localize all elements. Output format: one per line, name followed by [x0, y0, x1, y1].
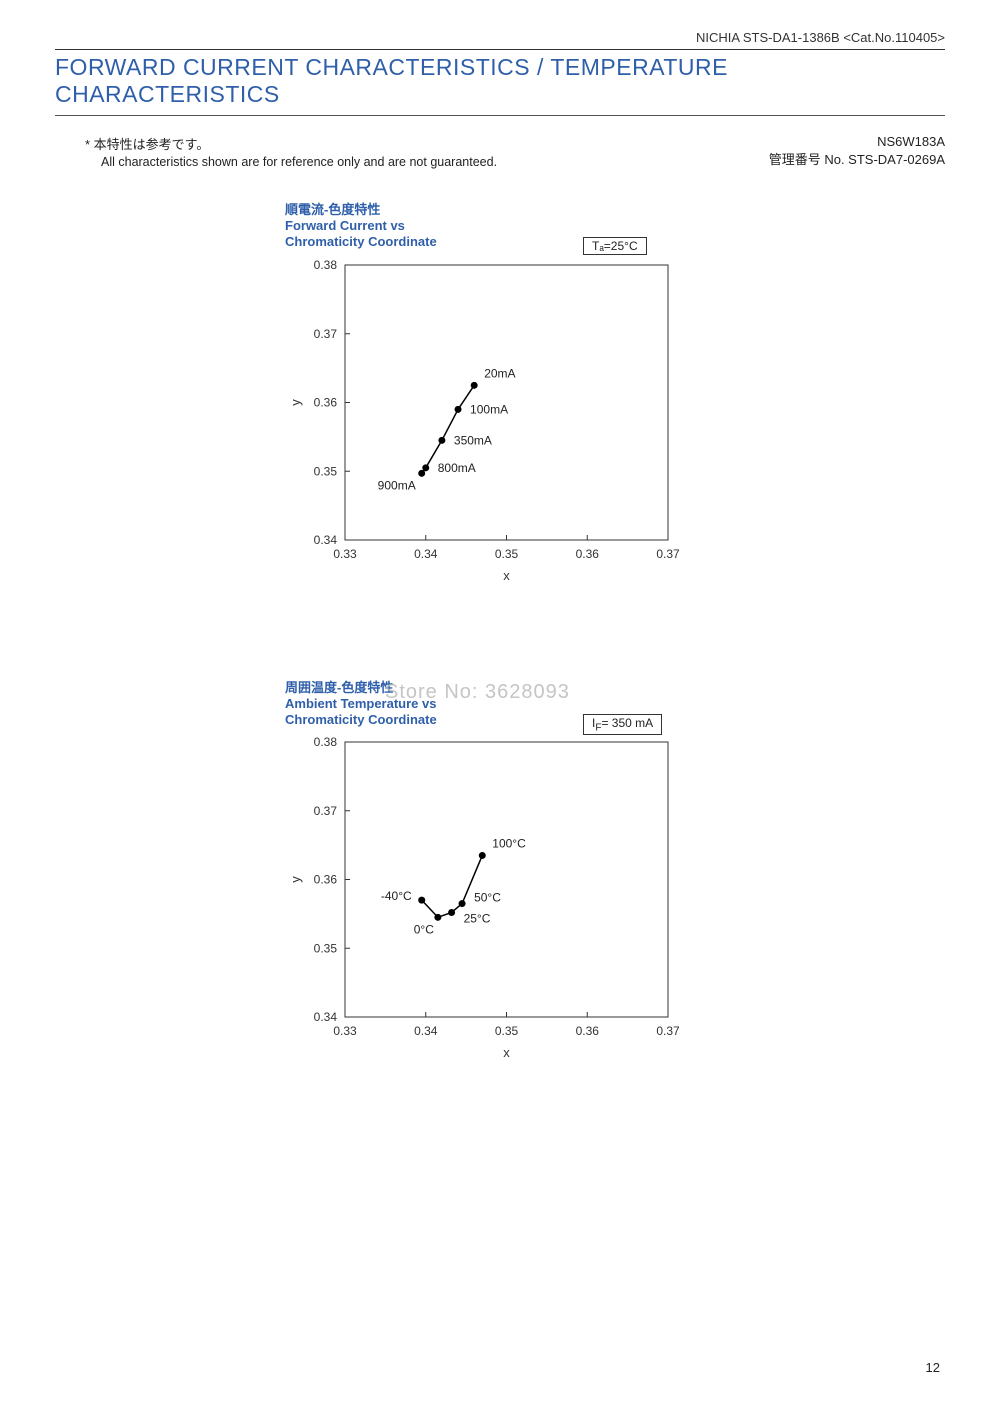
chart1-wrap: Tₐ=25°C 0.340.350.360.370.380.330.340.35…: [285, 257, 945, 597]
svg-text:100°C: 100°C: [492, 836, 526, 850]
chart1-badge: Tₐ=25°C: [583, 237, 647, 255]
chart2-title-en-l2: Chromaticity Coordinate: [285, 712, 437, 727]
control-number: 管理番号 No. STS-DA7-0269A: [769, 149, 945, 168]
svg-text:0.34: 0.34: [414, 1024, 438, 1038]
svg-text:y: y: [288, 876, 303, 883]
reference-row: * 本特性は参考です。 All characteristics shown ar…: [55, 134, 945, 169]
chart2-svg: 0.340.350.360.370.380.330.340.350.360.37…: [285, 734, 725, 1074]
chart1-title-en-l1: Forward Current vs: [285, 218, 405, 233]
chart1-title-en-l2: Chromaticity Coordinate: [285, 234, 437, 249]
chart2-wrap: IF= 350 mA 0.340.350.360.370.380.330.340…: [285, 734, 945, 1074]
page-number: 12: [926, 1360, 940, 1375]
chart1-title-jp: 順電流-色度特性: [285, 199, 945, 218]
svg-text:0.36: 0.36: [314, 395, 338, 409]
svg-text:0.37: 0.37: [314, 326, 338, 340]
svg-text:0.35: 0.35: [314, 464, 338, 478]
svg-text:0.33: 0.33: [333, 547, 357, 561]
svg-text:0.35: 0.35: [314, 941, 338, 955]
doc-ref: NICHIA STS-DA1-1386B <Cat.No.110405>: [55, 30, 945, 47]
svg-text:x: x: [503, 1045, 510, 1060]
svg-text:0.34: 0.34: [314, 1010, 338, 1024]
chart2-badge: IF= 350 mA: [583, 714, 662, 735]
svg-text:-40°C: -40°C: [381, 889, 412, 903]
svg-text:25°C: 25°C: [464, 912, 491, 926]
svg-text:50°C: 50°C: [474, 891, 501, 905]
chart2-block: 周囲温度-色度特性 Ambient Temperature vs Chromat…: [285, 677, 945, 1075]
svg-text:900mA: 900mA: [378, 478, 416, 492]
svg-text:0.38: 0.38: [314, 735, 338, 749]
svg-text:100mA: 100mA: [470, 402, 508, 416]
svg-text:0.36: 0.36: [314, 873, 338, 887]
page-title: FORWARD CURRENT CHARACTERISTICS / TEMPER…: [55, 54, 945, 112]
svg-text:0.34: 0.34: [414, 547, 438, 561]
part-number: NS6W183A: [769, 134, 945, 149]
svg-text:y: y: [288, 398, 303, 405]
note-jp: * 本特性は参考です。: [85, 137, 209, 152]
rule-under-title: [55, 115, 945, 116]
svg-text:0.35: 0.35: [495, 547, 519, 561]
svg-text:x: x: [503, 568, 510, 583]
chart1-svg: 0.340.350.360.370.380.330.340.350.360.37…: [285, 257, 725, 597]
svg-text:0°C: 0°C: [414, 922, 434, 936]
svg-text:0.38: 0.38: [314, 258, 338, 272]
svg-text:350mA: 350mA: [454, 433, 492, 447]
svg-text:0.37: 0.37: [656, 1024, 680, 1038]
chart2-title-jp: 周囲温度-色度特性: [285, 677, 945, 696]
svg-text:0.37: 0.37: [656, 547, 680, 561]
rule-top: [55, 49, 945, 50]
reference-right: NS6W183A 管理番号 No. STS-DA7-0269A: [769, 134, 945, 169]
svg-text:0.33: 0.33: [333, 1024, 357, 1038]
svg-text:20mA: 20mA: [484, 366, 515, 380]
chart2-title-en-l1: Ambient Temperature vs: [285, 696, 436, 711]
chart1-block: 順電流-色度特性 Forward Current vs Chromaticity…: [285, 199, 945, 597]
reference-left: * 本特性は参考です。 All characteristics shown ar…: [55, 134, 497, 169]
svg-text:0.35: 0.35: [495, 1024, 519, 1038]
page: NICHIA STS-DA1-1386B <Cat.No.110405> FOR…: [0, 0, 1000, 1415]
svg-text:0.37: 0.37: [314, 804, 338, 818]
svg-text:0.36: 0.36: [576, 547, 600, 561]
note-en: All characteristics shown are for refere…: [85, 155, 497, 169]
svg-text:0.34: 0.34: [314, 533, 338, 547]
svg-text:0.36: 0.36: [576, 1024, 600, 1038]
chart2-badge-rest: = 350 mA: [601, 716, 653, 730]
svg-text:800mA: 800mA: [438, 460, 476, 474]
